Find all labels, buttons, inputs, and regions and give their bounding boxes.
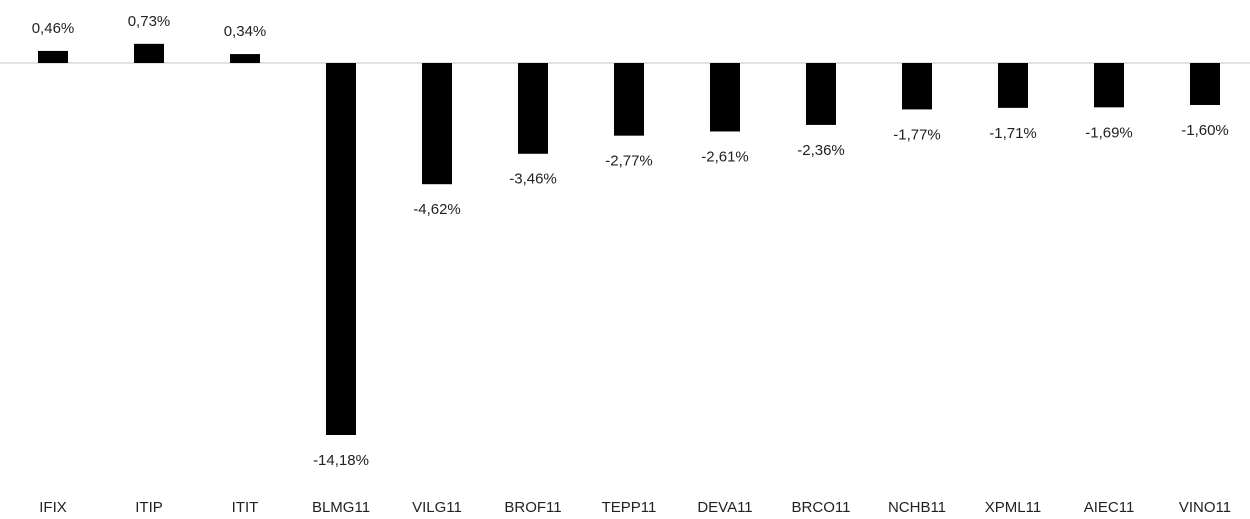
bar [38, 50, 68, 63]
bar [1190, 63, 1220, 105]
data-label: -14,18% [313, 452, 369, 469]
x-tick-label: BLMG11 [312, 499, 370, 516]
bar [422, 63, 452, 185]
bar [902, 63, 932, 110]
bar [710, 63, 740, 132]
bar [326, 63, 356, 435]
data-label: 0,46% [32, 20, 75, 37]
x-tick-label: ITIP [135, 499, 163, 516]
x-tick-label: BRCO11 [792, 499, 851, 516]
x-tick-label: VILG11 [412, 499, 462, 516]
bar [230, 54, 260, 63]
bar [806, 63, 836, 125]
x-tick-label: VINO11 [1179, 499, 1231, 516]
x-tick-label: NCHB11 [888, 499, 946, 516]
x-tick-label: IFIX [39, 499, 67, 516]
x-tick-label: XPML11 [985, 499, 1041, 516]
data-label: -1,71% [989, 125, 1037, 142]
data-label: 0,73% [128, 13, 171, 30]
bar [998, 63, 1028, 108]
data-label: 0,34% [224, 23, 267, 40]
x-tick-label: ITIT [232, 499, 259, 516]
data-label: -4,62% [413, 201, 461, 218]
x-tick-label: DEVA11 [697, 499, 752, 516]
bar [614, 63, 644, 136]
bar [134, 43, 164, 63]
data-label: -2,61% [701, 148, 749, 165]
x-tick-label: AIEC11 [1084, 499, 1135, 516]
x-tick-label: TEPP11 [602, 499, 657, 516]
data-label: -3,46% [509, 171, 557, 188]
data-label: -1,77% [893, 126, 941, 143]
data-label: -1,69% [1085, 124, 1133, 141]
x-tick-label: BROF11 [504, 499, 561, 516]
data-label: -2,77% [605, 153, 653, 170]
bar [1094, 63, 1124, 108]
data-label: -1,60% [1181, 122, 1229, 139]
bar [518, 63, 548, 154]
data-label: -2,36% [797, 142, 845, 159]
